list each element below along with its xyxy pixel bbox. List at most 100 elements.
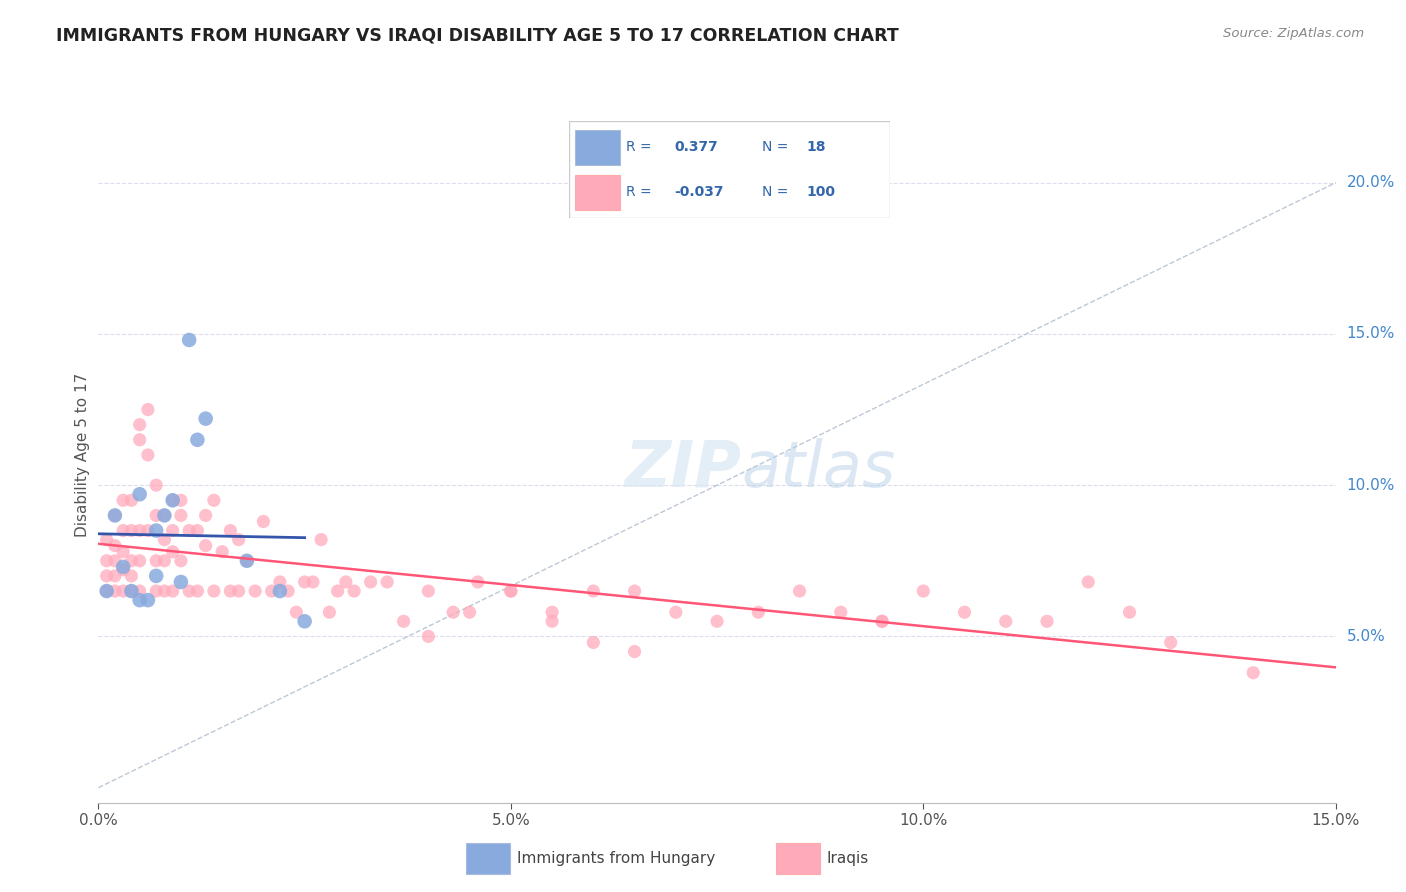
FancyBboxPatch shape bbox=[467, 843, 510, 874]
Point bbox=[418, 629, 440, 643]
Point bbox=[211, 545, 233, 559]
Point bbox=[260, 584, 283, 599]
Point bbox=[309, 533, 332, 547]
Point bbox=[96, 554, 118, 568]
Y-axis label: Disability Age 5 to 17: Disability Age 5 to 17 bbox=[75, 373, 90, 537]
Point bbox=[120, 569, 142, 583]
Point bbox=[162, 493, 184, 508]
Point bbox=[128, 554, 150, 568]
Point bbox=[1118, 605, 1140, 619]
FancyBboxPatch shape bbox=[776, 843, 821, 874]
Point bbox=[252, 515, 274, 529]
Point bbox=[194, 539, 217, 553]
Point bbox=[136, 593, 159, 607]
Point bbox=[458, 605, 481, 619]
Point bbox=[219, 524, 242, 538]
Point bbox=[467, 574, 489, 589]
Point bbox=[277, 584, 299, 599]
Point bbox=[170, 554, 193, 568]
Point bbox=[162, 584, 184, 599]
Point bbox=[441, 605, 464, 619]
Text: 10.0%: 10.0% bbox=[1347, 478, 1395, 492]
Point bbox=[136, 402, 159, 417]
Point bbox=[104, 508, 127, 523]
Point bbox=[1160, 635, 1182, 649]
Point bbox=[318, 605, 340, 619]
Point bbox=[623, 584, 645, 599]
Point bbox=[170, 574, 193, 589]
Point bbox=[343, 584, 366, 599]
Point bbox=[162, 524, 184, 538]
Point bbox=[228, 533, 250, 547]
Point bbox=[112, 563, 135, 577]
Point bbox=[541, 605, 564, 619]
Point bbox=[1241, 665, 1264, 680]
Point bbox=[665, 605, 688, 619]
Text: 15.0%: 15.0% bbox=[1347, 326, 1395, 342]
Point bbox=[112, 559, 135, 574]
Point bbox=[145, 478, 167, 492]
Text: Immigrants from Hungary: Immigrants from Hungary bbox=[517, 851, 716, 866]
Point bbox=[186, 584, 208, 599]
Point bbox=[830, 605, 852, 619]
Point bbox=[499, 584, 522, 599]
Text: Iraqis: Iraqis bbox=[827, 851, 869, 866]
Point bbox=[153, 508, 176, 523]
Point bbox=[162, 493, 184, 508]
Point bbox=[994, 615, 1017, 629]
Point bbox=[153, 508, 176, 523]
Point bbox=[145, 554, 167, 568]
Point bbox=[243, 584, 266, 599]
Point bbox=[912, 584, 935, 599]
Point bbox=[582, 635, 605, 649]
Point bbox=[623, 644, 645, 658]
Point bbox=[112, 524, 135, 538]
Point bbox=[194, 411, 217, 425]
Point bbox=[179, 524, 201, 538]
Text: 5.0%: 5.0% bbox=[1347, 629, 1385, 644]
Point bbox=[789, 584, 811, 599]
Point bbox=[294, 574, 316, 589]
Point bbox=[269, 584, 291, 599]
Point bbox=[104, 569, 127, 583]
Point bbox=[104, 508, 127, 523]
Point bbox=[285, 605, 308, 619]
Point bbox=[269, 574, 291, 589]
Point bbox=[375, 574, 398, 589]
Point bbox=[128, 433, 150, 447]
Point bbox=[96, 584, 118, 599]
Point bbox=[582, 584, 605, 599]
Point bbox=[162, 545, 184, 559]
Point bbox=[302, 574, 325, 589]
Text: atlas: atlas bbox=[742, 438, 896, 500]
Point bbox=[541, 615, 564, 629]
Point bbox=[120, 554, 142, 568]
Point bbox=[104, 554, 127, 568]
Point bbox=[294, 615, 316, 629]
Point bbox=[179, 333, 201, 347]
Point bbox=[418, 584, 440, 599]
Point bbox=[170, 493, 193, 508]
Point bbox=[1036, 615, 1059, 629]
Point bbox=[335, 574, 357, 589]
Point bbox=[120, 584, 142, 599]
Point bbox=[326, 584, 349, 599]
Point bbox=[186, 524, 208, 538]
Point bbox=[870, 615, 893, 629]
Point bbox=[120, 493, 142, 508]
Point bbox=[104, 539, 127, 553]
Point bbox=[870, 615, 893, 629]
Point bbox=[170, 508, 193, 523]
Point bbox=[145, 508, 167, 523]
Point bbox=[128, 487, 150, 501]
Point bbox=[186, 433, 208, 447]
Point bbox=[228, 584, 250, 599]
Point bbox=[953, 605, 976, 619]
Point bbox=[104, 584, 127, 599]
Point bbox=[128, 584, 150, 599]
Text: 20.0%: 20.0% bbox=[1347, 175, 1395, 190]
Point bbox=[706, 615, 728, 629]
Point bbox=[202, 584, 225, 599]
Point bbox=[1077, 574, 1099, 589]
Point bbox=[145, 569, 167, 583]
